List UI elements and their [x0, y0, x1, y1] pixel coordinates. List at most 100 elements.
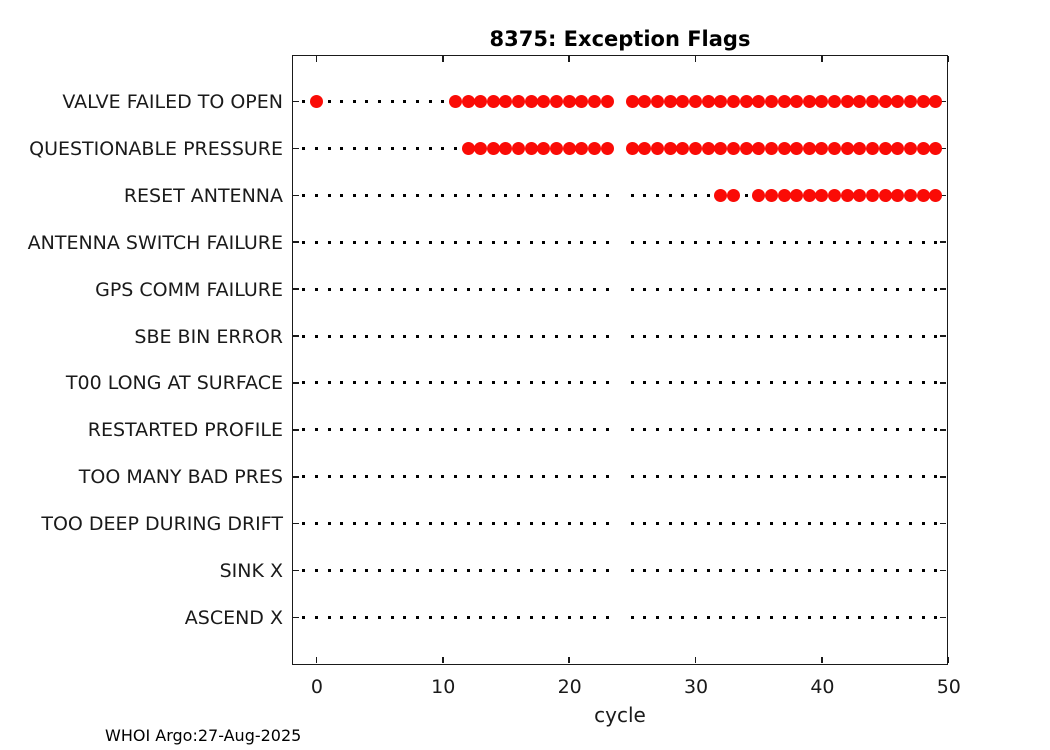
baseline-dot	[921, 428, 925, 432]
baseline-dot	[327, 240, 331, 244]
y-axis-category-label: TOO MANY BAD PRES	[78, 466, 283, 489]
event-dot	[777, 94, 791, 108]
baseline-dot	[883, 569, 887, 573]
baseline-dot	[630, 616, 634, 620]
baseline-dot	[453, 616, 457, 620]
baseline-dot	[668, 569, 672, 573]
baseline-dot	[681, 287, 685, 291]
event-dot	[625, 141, 639, 155]
event-dot	[663, 94, 677, 108]
event-dot	[701, 141, 715, 155]
baseline-dot	[416, 334, 419, 338]
x-axis-tick-label: 0	[310, 676, 323, 698]
baseline-dot	[466, 240, 470, 244]
x-axis-tick-label: 50	[936, 676, 961, 698]
baseline-dot	[934, 616, 938, 620]
baseline-dot	[592, 569, 596, 573]
baseline-dot	[340, 240, 344, 244]
baseline-dot	[681, 428, 685, 432]
baseline-dot	[870, 616, 874, 620]
baseline-dot	[870, 522, 874, 526]
baseline-dot	[630, 381, 634, 385]
x-axis-tick-label: 20	[557, 676, 582, 698]
baseline-dot	[314, 522, 318, 526]
baseline-dot	[681, 240, 685, 244]
baseline-dot	[706, 334, 710, 338]
baseline-dot	[340, 522, 344, 526]
baseline-dot	[327, 334, 331, 338]
baseline-dot	[466, 287, 470, 291]
baseline-dot	[390, 193, 394, 197]
baseline-dot	[605, 475, 609, 479]
baseline-dot	[731, 334, 735, 338]
baseline-dot	[921, 616, 925, 620]
baseline-dot	[390, 240, 394, 244]
baseline-dot	[542, 240, 546, 244]
baseline-dot	[870, 334, 874, 338]
baseline-dot	[542, 287, 546, 291]
baseline-dot	[795, 381, 799, 385]
event-dot	[499, 141, 513, 155]
baseline-dot	[479, 428, 483, 432]
baseline-dot	[744, 616, 748, 620]
baseline-dot	[757, 240, 761, 244]
baseline-dot	[605, 334, 609, 338]
baseline-dot	[428, 616, 432, 620]
baseline-dot	[744, 240, 748, 244]
baseline-dot	[390, 522, 394, 526]
baseline-dot	[833, 569, 837, 573]
baseline-dot	[908, 240, 912, 244]
event-dot	[524, 141, 538, 155]
baseline-dot	[908, 428, 912, 432]
baseline-dot	[883, 381, 887, 385]
baseline-dot	[769, 334, 773, 338]
baseline-dot	[795, 522, 799, 526]
baseline-dot	[934, 287, 938, 291]
x-tick-top	[568, 56, 570, 62]
baseline-dot	[416, 99, 419, 103]
baseline-dot	[668, 381, 672, 385]
baseline-dot	[441, 569, 445, 573]
baseline-dot	[630, 240, 634, 244]
baseline-dot	[883, 240, 887, 244]
baseline-dot	[908, 334, 912, 338]
x-axis-label: cycle	[594, 703, 646, 727]
baseline-dot	[833, 522, 837, 526]
plot-canvas	[293, 56, 950, 664]
baseline-dot	[605, 381, 609, 385]
event-dot	[550, 94, 564, 108]
baseline-dot	[378, 287, 382, 291]
event-dot	[499, 94, 513, 108]
baseline-dot	[428, 193, 432, 197]
baseline-dot	[365, 475, 369, 479]
baseline-dot	[757, 616, 761, 620]
baseline-dot	[327, 381, 331, 385]
baseline-dot	[820, 381, 824, 385]
baseline-dot	[769, 381, 773, 385]
baseline-dot	[668, 428, 672, 432]
baseline-dot	[403, 381, 407, 385]
baseline-dot	[314, 381, 318, 385]
x-tick-top	[694, 56, 697, 62]
baseline-dot	[656, 193, 660, 197]
y-tick-right	[940, 429, 946, 431]
baseline-dot	[378, 428, 382, 432]
baseline-dot	[428, 522, 432, 526]
event-dot	[638, 141, 652, 155]
baseline-dot	[479, 381, 483, 385]
baseline-dot	[352, 569, 356, 573]
event-dot	[853, 94, 867, 108]
baseline-dot	[820, 522, 824, 526]
baseline-dot	[504, 193, 508, 197]
baseline-dot	[870, 287, 874, 291]
event-dot	[474, 141, 488, 155]
event-dot	[562, 141, 576, 155]
event-dot	[878, 188, 892, 202]
baseline-dot	[491, 475, 495, 479]
baseline-dot	[365, 569, 369, 573]
baseline-dot	[441, 475, 445, 479]
y-tick-left	[293, 382, 299, 384]
baseline-dot	[352, 240, 356, 244]
baseline-dot	[428, 334, 432, 338]
y-axis-category-label: TOO DEEP DURING DRIFT	[41, 513, 283, 536]
